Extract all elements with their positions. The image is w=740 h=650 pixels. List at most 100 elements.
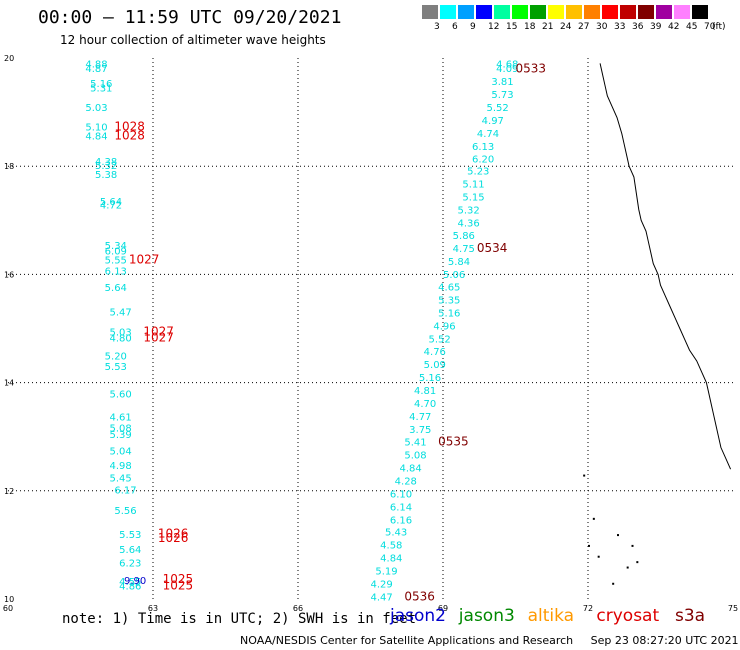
satellite-legend-jason3: jason3 <box>458 606 515 626</box>
swh-label: 9.90 <box>124 576 146 587</box>
island-marker <box>597 555 600 558</box>
lat-tick-label: 20 <box>4 54 14 63</box>
scale-label: 33 <box>614 22 626 32</box>
lat-tick-label: 14 <box>4 379 14 388</box>
credit-timestamp: Sep 23 08:27:20 UTC 2021 <box>590 634 739 647</box>
coastline <box>599 63 732 470</box>
scale-label: 30 <box>596 22 608 32</box>
scale-swatch <box>440 5 456 19</box>
scale-label: 39 <box>650 22 662 32</box>
swh-label: 4.81 <box>414 386 436 397</box>
time-label: 0534 <box>477 241 508 255</box>
swh-label: 6.14 <box>390 502 412 513</box>
scale-swatch <box>602 5 618 19</box>
lat-tick-label: 16 <box>4 270 14 279</box>
scale-swatch <box>458 5 474 19</box>
swh-label: 6.13 <box>105 266 127 277</box>
footer-credit: NOAA/NESDIS Center for Satellite Applica… <box>240 634 739 647</box>
swh-label: 5.84 <box>448 257 470 268</box>
scale-label: 21 <box>542 22 554 32</box>
time-label: 0535 <box>438 434 469 448</box>
scale-swatch <box>494 5 510 19</box>
swh-label: 4.65 <box>438 283 460 294</box>
swh-label: 5.56 <box>114 506 136 517</box>
swh-label: 5.03 <box>110 328 132 339</box>
swh-label: 4.72 <box>100 200 122 211</box>
swh-label: 6.16 <box>390 515 412 526</box>
scale-unit: (ft) <box>712 22 726 32</box>
swh-label: 5.52 <box>429 335 451 346</box>
swh-label: 5.31 <box>90 84 112 95</box>
lon-tick-label: 72 <box>583 604 593 613</box>
satellite-legend-jason2: jason2 <box>390 606 446 626</box>
swh-label: 4.97 <box>482 116 504 127</box>
swh-label: 4.58 <box>380 541 402 552</box>
swh-label: 6.20 <box>472 154 494 165</box>
footer-note: note: 1) Time is in UTC; 2) SWH is in fe… <box>62 611 417 627</box>
swh-label: 4.55 <box>119 577 141 588</box>
swh-label: 4.28 <box>395 476 417 487</box>
scale-swatch <box>548 5 564 19</box>
lon-tick-label: 63 <box>148 604 158 613</box>
swh-label: 4.36 <box>458 218 480 229</box>
lat-tick-label: 18 <box>4 162 14 171</box>
swh-label: 4.84 <box>400 463 422 474</box>
scale-swatch <box>656 5 672 19</box>
swh-label: 5.47 <box>110 308 132 319</box>
page-subtitle: 12 hour collection of altimeter wave hei… <box>60 33 326 47</box>
swh-label: 4.61 <box>110 412 132 423</box>
swh-label: 5.39 <box>110 430 132 441</box>
satellite-legend-altika: altika <box>527 606 575 626</box>
swh-label: 4.09 <box>496 64 518 75</box>
scale-swatch <box>620 5 636 19</box>
satellite-legend-cryosat: cryosat <box>596 606 660 626</box>
time-label: 1026 <box>158 531 189 545</box>
lon-tick-label: 69 <box>438 604 448 613</box>
swh-label: 5.08 <box>404 450 426 461</box>
swh-label: 4.75 <box>453 244 475 255</box>
swh-label: 4.76 <box>424 347 446 358</box>
scale-label: 6 <box>452 22 458 32</box>
scale-label: 36 <box>632 22 644 32</box>
scale-swatch <box>512 5 528 19</box>
swh-label: 5.10 <box>85 122 107 133</box>
swh-label: 4.38 <box>95 157 117 168</box>
swh-label: 5.53 <box>119 530 141 541</box>
swh-label: 4.70 <box>414 399 436 410</box>
scale-label: 12 <box>488 22 500 32</box>
scale-label: 9 <box>470 22 476 32</box>
swh-label: 4.68 <box>496 60 518 71</box>
swh-label: 5.06 <box>443 270 465 281</box>
lat-tick-label: 10 <box>4 595 14 604</box>
scale-label: 27 <box>578 22 590 32</box>
swh-label: 5.43 <box>385 528 407 539</box>
scale-swatch <box>674 5 690 19</box>
swh-label: 5.64 <box>100 197 122 208</box>
swh-label: 4.74 <box>477 129 499 140</box>
swh-label: 6.09 <box>105 246 127 257</box>
swh-label: 5.04 <box>110 447 132 458</box>
swh-label: 4.80 <box>110 333 132 344</box>
scale-label: 45 <box>686 22 698 32</box>
swh-label: 4.86 <box>119 581 141 592</box>
island-marker <box>592 517 595 520</box>
island-marker <box>631 544 634 547</box>
swh-label: 6.23 <box>119 559 141 570</box>
lat-tick-label: 12 <box>4 487 14 496</box>
island-marker <box>588 544 590 547</box>
swh-label: 5.11 <box>462 179 484 190</box>
time-label: 0533 <box>516 62 547 76</box>
swh-label: 5.08 <box>110 423 132 434</box>
swh-label: 5.15 <box>462 192 484 203</box>
swh-label: 5.23 <box>467 166 489 177</box>
swh-label: 5.16 <box>90 79 112 90</box>
swh-label: 5.16 <box>419 373 441 384</box>
swh-label: 3.75 <box>409 425 431 436</box>
swh-label: 5.73 <box>491 90 513 101</box>
swh-label: 5.60 <box>110 390 132 401</box>
swh-label: 5.52 <box>487 103 509 114</box>
island-marker <box>617 534 619 537</box>
swh-label: 5.09 <box>424 360 446 371</box>
scale-swatch <box>530 5 546 19</box>
time-label: 1027 <box>143 325 174 339</box>
